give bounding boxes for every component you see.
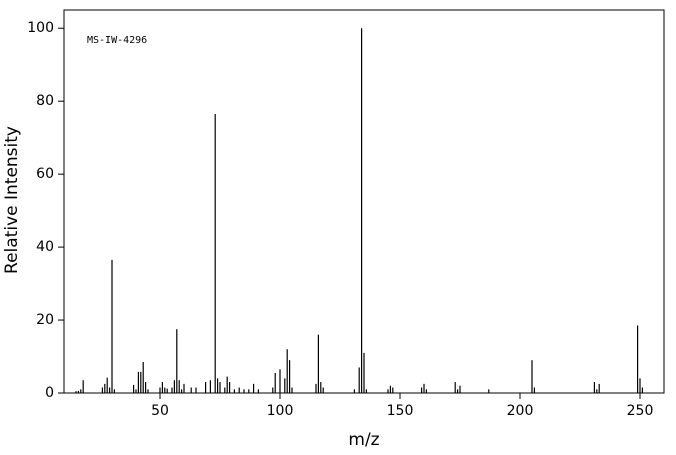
y-axis-label: Relative Intensity (2, 126, 22, 274)
x-tick-label: 100 (267, 403, 294, 419)
x-tick-label: 150 (387, 403, 414, 419)
y-tick-label: 0 (45, 385, 54, 401)
y-tick-label: 60 (36, 166, 54, 182)
x-tick-label: 200 (507, 403, 534, 419)
x-tick-label: 50 (151, 403, 169, 419)
x-axis-label: m/z (348, 430, 379, 450)
y-tick-label: 20 (36, 312, 54, 328)
y-tick-label: 100 (27, 20, 54, 36)
plot-frame (63, 9, 665, 394)
annotation: MS-IW-4296 (87, 35, 147, 46)
y-tick-label: 40 (36, 239, 54, 255)
x-tick-label: 250 (627, 403, 654, 419)
y-tick-label: 80 (36, 93, 54, 109)
